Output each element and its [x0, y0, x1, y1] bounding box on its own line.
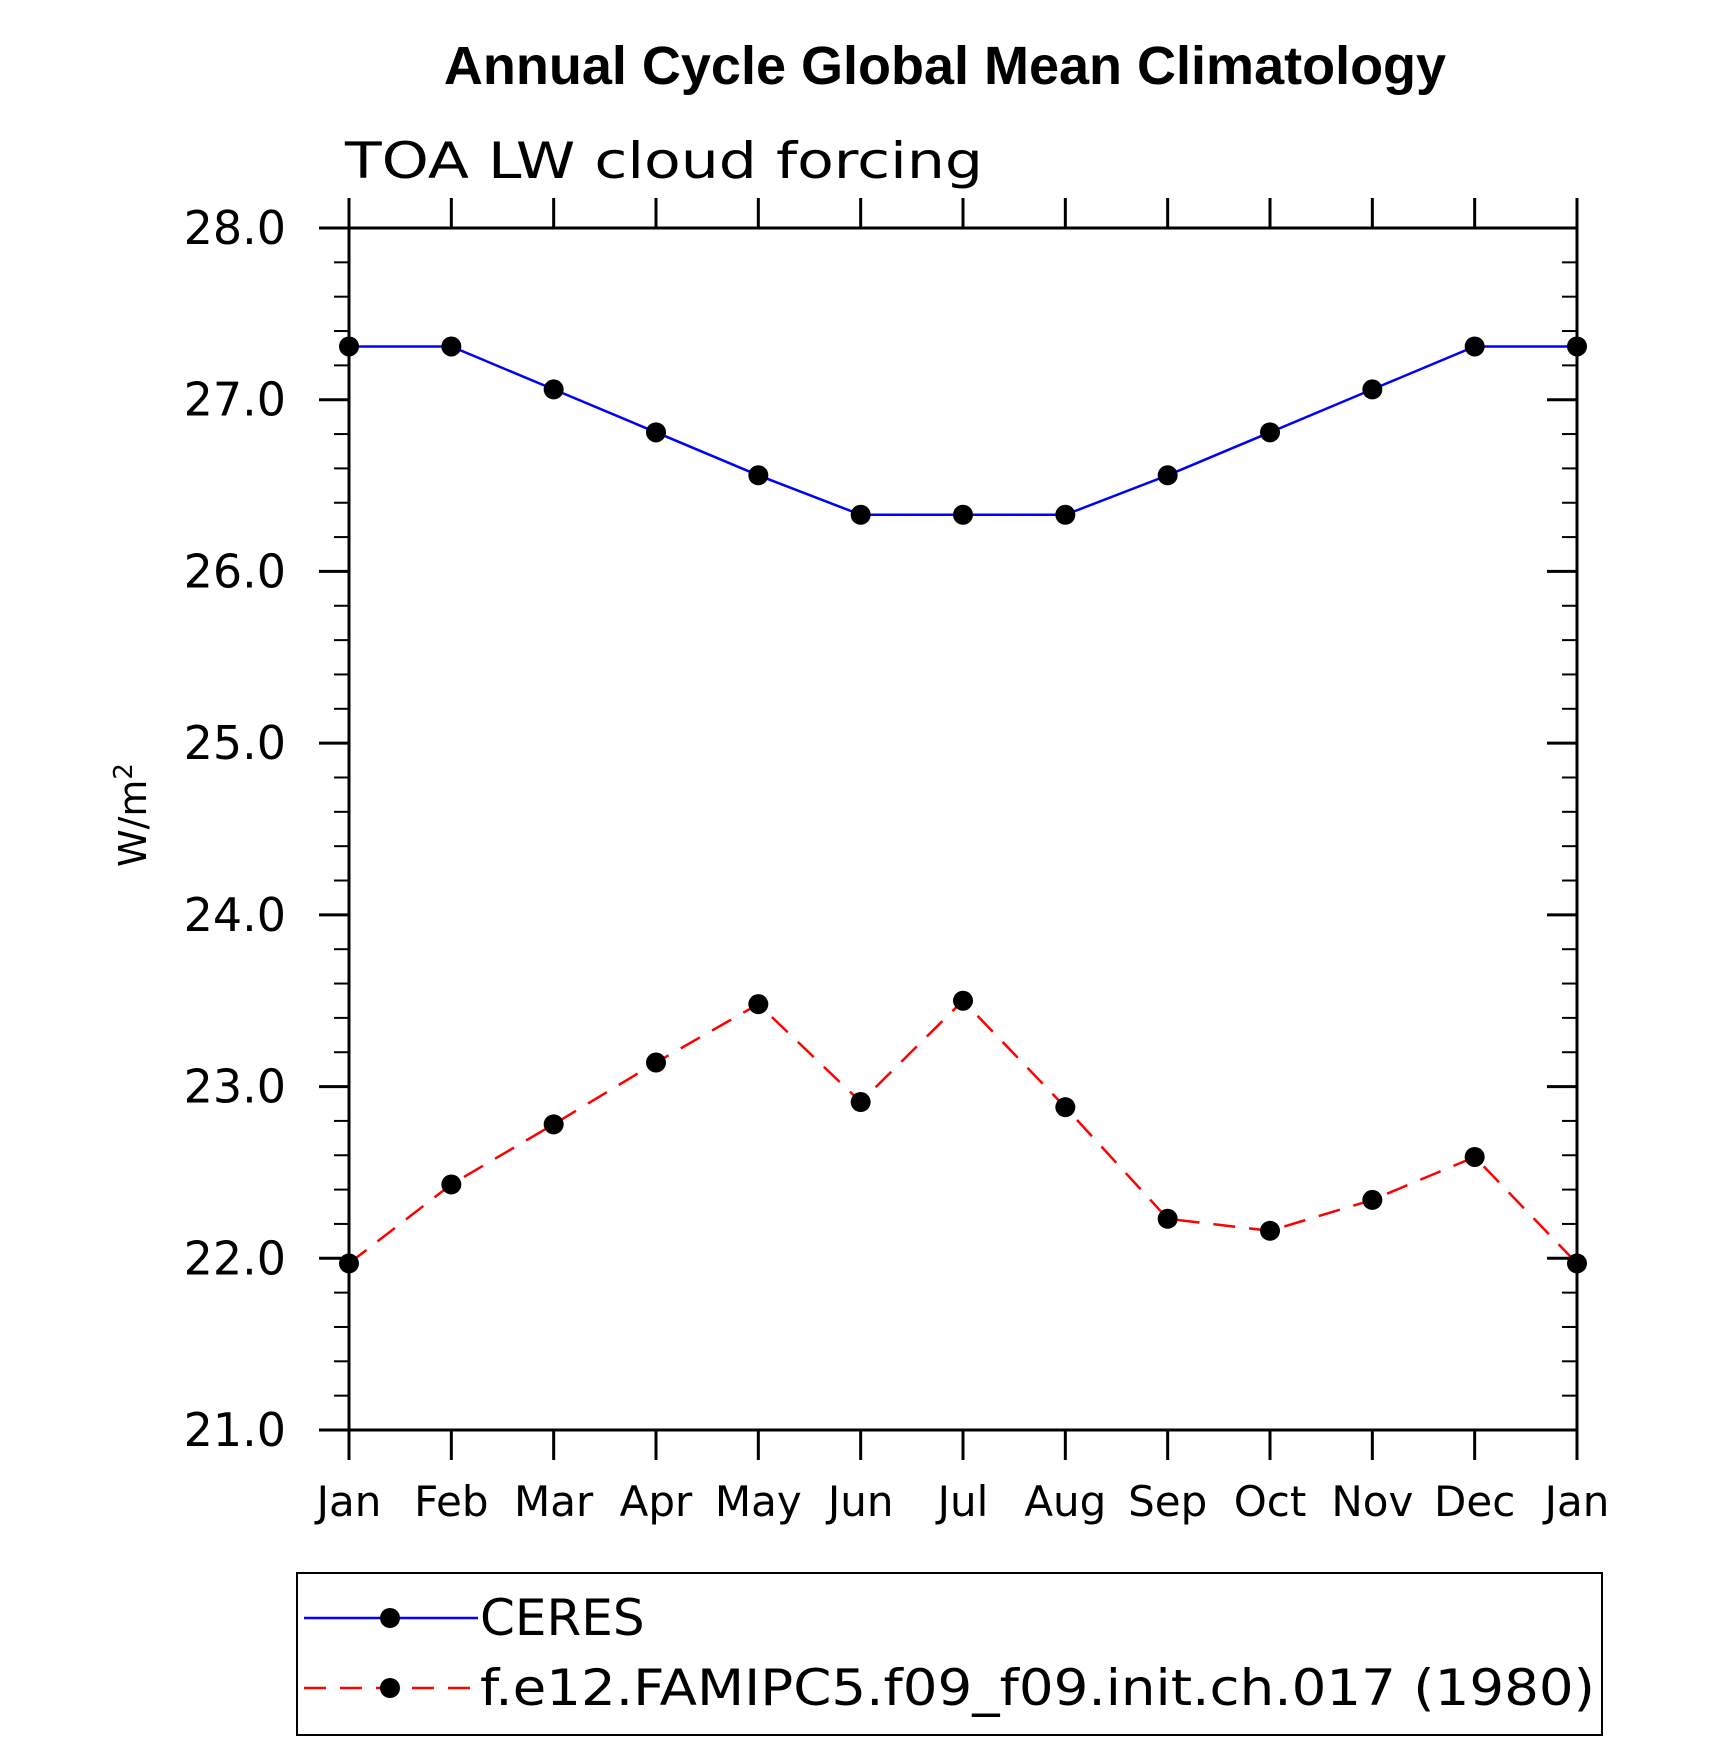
x-tick-label: May	[715, 1477, 802, 1526]
y-tick-label: 25.0	[184, 716, 286, 770]
data-point	[1567, 336, 1587, 357]
data-point	[1464, 1146, 1485, 1167]
data-point	[543, 379, 564, 400]
x-tick-label: Nov	[1331, 1477, 1413, 1526]
data-point	[1055, 1097, 1076, 1118]
x-tick-label: Oct	[1234, 1477, 1307, 1526]
x-tick-label: Feb	[414, 1477, 488, 1526]
data-point	[339, 1253, 359, 1274]
y-axis-label: W/m2	[109, 763, 155, 867]
y-axis-label-superscript: 2	[109, 763, 139, 780]
data-point	[1464, 336, 1485, 357]
y-axis-label-text: W/m	[111, 780, 155, 867]
legend: CERES f.e12.FAMIPC5.f09_f09.init.ch.017 …	[296, 1572, 1603, 1736]
series-layer	[339, 336, 1587, 1274]
x-tick-label: Dec	[1434, 1477, 1515, 1526]
chart-subtitle: TOA LW cloud forcing	[344, 132, 983, 190]
x-tick-label: Jul	[935, 1477, 989, 1526]
axes-layer: Jan Feb Mar Apr May Jun Jul Aug Sep Oct Nov Dec Jan 2…	[184, 198, 1610, 1526]
series-line-1	[348, 998, 1578, 1265]
y-tick-label: 28.0	[184, 201, 286, 255]
y-tick-label: 24.0	[184, 888, 286, 942]
data-point	[646, 422, 666, 443]
y-tick-label: 27.0	[184, 373, 286, 427]
data-point	[441, 1174, 462, 1195]
legend-marker-model	[380, 1678, 400, 1698]
chart-title: Annual Cycle Global Mean Climatology	[444, 36, 1446, 96]
data-point	[543, 1114, 564, 1135]
data-point	[339, 336, 359, 357]
legend-label-model: f.e12.FAMIPC5.f09_f09.init.ch.017 (1980)	[480, 1659, 1595, 1717]
y-tick-label: 22.0	[184, 1231, 286, 1285]
y-tick-label: 21.0	[184, 1403, 286, 1457]
x-tick-label: Apr	[620, 1477, 693, 1526]
data-point	[953, 990, 973, 1011]
data-point	[646, 1052, 666, 1073]
y-tick-label: 23.0	[184, 1060, 286, 1114]
data-point	[1055, 504, 1076, 525]
data-point	[850, 504, 871, 525]
plot-frame	[347, 226, 1579, 1432]
data-point	[850, 1092, 871, 1113]
data-point	[1260, 1220, 1280, 1241]
data-point	[441, 336, 462, 357]
data-point	[1362, 1189, 1383, 1210]
x-tick-label: Jan	[314, 1477, 382, 1526]
data-point	[748, 465, 769, 486]
x-tick-label: Jun	[825, 1477, 894, 1526]
legend-label-ceres: CERES	[480, 1589, 645, 1647]
data-point	[1567, 1253, 1587, 1274]
y-tick-label: 26.0	[184, 544, 286, 598]
data-point	[953, 504, 973, 525]
x-tick-label: Aug	[1024, 1477, 1106, 1526]
data-point	[1157, 1208, 1178, 1229]
series-line-0	[349, 345, 1577, 517]
legend-box	[296, 1572, 1603, 1736]
data-point	[748, 994, 769, 1015]
x-tick-label: Sep	[1128, 1477, 1207, 1526]
x-tick-label: Jan	[1542, 1477, 1610, 1526]
data-point	[1260, 422, 1280, 443]
legend-marker-ceres	[380, 1608, 400, 1628]
data-point	[1362, 379, 1383, 400]
data-point	[1157, 465, 1178, 486]
x-tick-label: Mar	[514, 1477, 594, 1526]
